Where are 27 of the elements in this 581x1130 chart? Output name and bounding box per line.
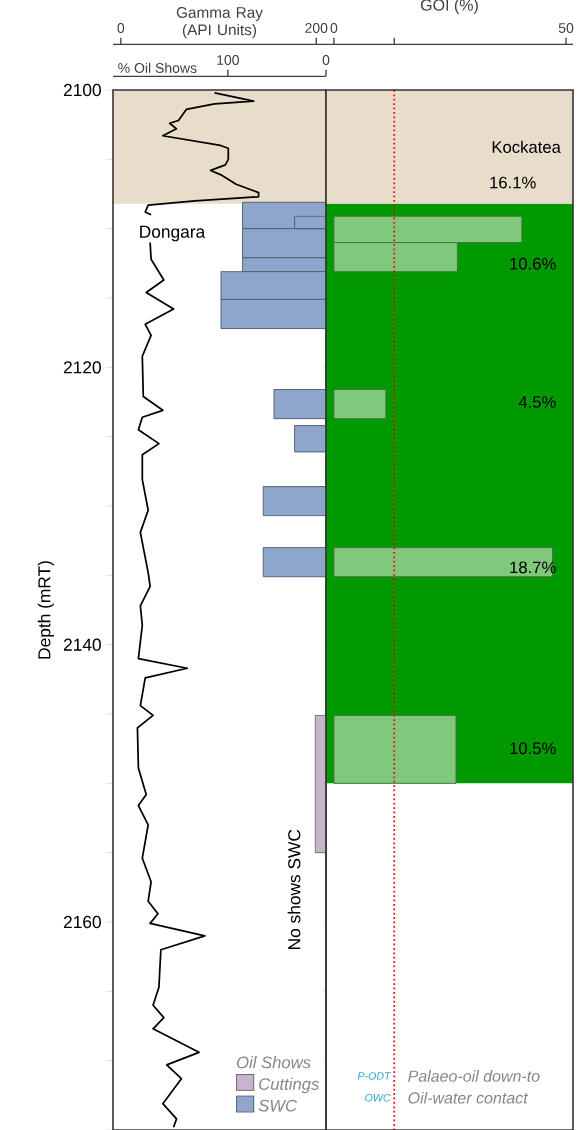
x-axis-title: Gamma Ray (API Units) [176,7,263,39]
annotation: OWC [365,1093,391,1102]
annotation: Oil-water contact [408,1091,529,1104]
x2-tick-label: 100 [217,55,239,65]
legend-title: Oil Shows [236,1056,311,1069]
legend-label: Cuttings [259,1077,319,1094]
legend-label: SWC [258,1099,298,1112]
annotation: 10.6% [510,257,556,270]
annotation: Palaeo-oil down-to [408,1070,540,1082]
x-tick-label: 0 [117,23,125,33]
annotation: No shows SWC [287,829,301,950]
x-tick-label: 200 [305,23,328,33]
x-tick-label: 50 [558,23,574,33]
annotation: 16.1% [490,176,536,189]
band-label: Kockatea [492,140,561,153]
y-tick-label: 2100 [63,83,101,97]
x-tick-label: 0 [330,23,338,33]
x2-axis-title: % Oil Shows [118,62,197,73]
y-tick-label: 2160 [63,915,101,929]
annotation: 4.5% [518,396,556,408]
y-axis-title: Depth (mRT) [37,561,54,659]
annotation: P-ODT [357,1072,392,1080]
annotation: Dongara [140,225,206,242]
y-tick-label: 2120 [63,361,101,374]
y-tick-label: 2140 [63,638,101,651]
x2-tick-label: 0 [322,55,330,65]
annotation: 10.5% [510,742,556,755]
